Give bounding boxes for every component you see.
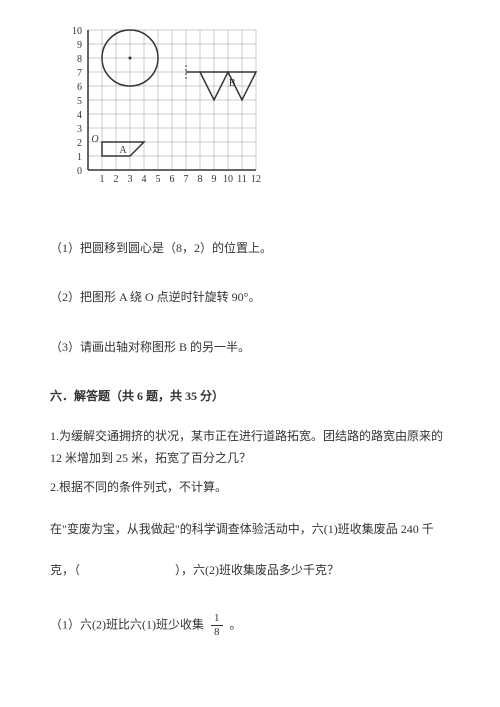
svg-text:10: 10 bbox=[72, 26, 82, 37]
svg-text:12: 12 bbox=[251, 174, 261, 185]
question-1: （1）把圆移到圆心是（8，2）的位置上。 bbox=[50, 238, 450, 260]
svg-text:2: 2 bbox=[77, 138, 82, 149]
svg-text:3: 3 bbox=[128, 174, 133, 185]
sub1-text-a: （1）六(2)班比六(1)班少收集 bbox=[50, 617, 204, 631]
fraction-denominator: 8 bbox=[211, 626, 223, 639]
svg-text:6: 6 bbox=[77, 82, 82, 93]
svg-text:B: B bbox=[229, 78, 236, 89]
svg-text:6: 6 bbox=[170, 174, 175, 185]
svg-text:5: 5 bbox=[77, 96, 82, 107]
text-before-paren: 克，（ bbox=[50, 563, 80, 577]
svg-text:8: 8 bbox=[198, 174, 203, 185]
svg-text:5: 5 bbox=[156, 174, 161, 185]
problem-1: 1.为缓解交通拥挤的状况，某市正在进行道路拓宽。团结路的路宽由原来的 12 米增… bbox=[50, 426, 450, 469]
grid-diagram: 123456789101112012345678910AOB bbox=[60, 20, 450, 208]
problem-2-blank: 克，（ ），六(2)班收集废品多少千克？ bbox=[50, 560, 450, 582]
svg-text:4: 4 bbox=[142, 174, 147, 185]
svg-text:7: 7 bbox=[184, 174, 189, 185]
svg-text:3: 3 bbox=[77, 124, 82, 135]
sub-problem-1: （1）六(2)班比六(1)班少收集 1 8 。 bbox=[50, 612, 450, 639]
svg-text:11: 11 bbox=[237, 174, 247, 185]
svg-text:9: 9 bbox=[77, 40, 82, 51]
svg-text:10: 10 bbox=[223, 174, 233, 185]
svg-text:O: O bbox=[91, 134, 98, 145]
text-after-paren: ），六(2)班收集废品多少千克？ bbox=[175, 563, 339, 577]
svg-text:0: 0 bbox=[77, 166, 82, 177]
svg-text:7: 7 bbox=[77, 68, 82, 79]
svg-text:4: 4 bbox=[77, 110, 82, 121]
svg-text:2: 2 bbox=[114, 174, 119, 185]
question-3: （3）请画出轴对称图形 B 的另一半。 bbox=[50, 337, 450, 359]
section-header: 六．解答题（共 6 题，共 35 分） bbox=[50, 386, 450, 408]
problem-2: 2.根据不同的条件列式，不计算。 bbox=[50, 477, 450, 499]
svg-text:1: 1 bbox=[77, 152, 82, 163]
question-2: （2）把图形 A 绕 O 点逆时针旋转 90°。 bbox=[50, 287, 450, 309]
svg-text:1: 1 bbox=[100, 174, 105, 185]
problem-2-context: 在"变废为宝，从我做起"的科学调查体验活动中，六(1)班收集废品 240 千 bbox=[50, 519, 450, 541]
svg-text:8: 8 bbox=[77, 54, 82, 65]
svg-text:A: A bbox=[119, 145, 127, 156]
fraction-numerator: 1 bbox=[211, 612, 223, 626]
sub1-text-b: 。 bbox=[230, 617, 242, 631]
fraction-1-8: 1 8 bbox=[211, 612, 223, 639]
svg-text:9: 9 bbox=[212, 174, 217, 185]
